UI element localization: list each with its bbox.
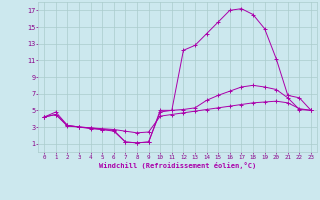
X-axis label: Windchill (Refroidissement éolien,°C): Windchill (Refroidissement éolien,°C)	[99, 162, 256, 169]
